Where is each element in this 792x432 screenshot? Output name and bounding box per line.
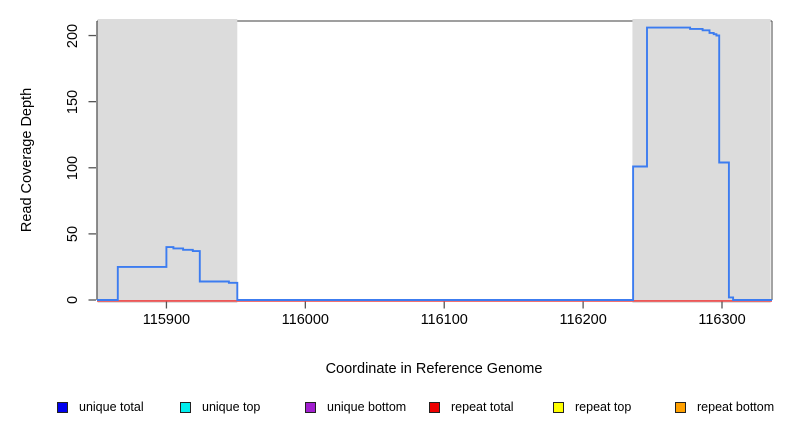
legend-swatch-icon <box>429 401 440 413</box>
legend: unique total unique top unique bottom repea… <box>0 400 792 422</box>
y-tick-label: 100 <box>65 155 81 180</box>
x-tick-label: 116200 <box>559 312 607 328</box>
y-tick-label: 0 <box>65 295 81 305</box>
right-shaded-region <box>632 19 771 303</box>
legend-label: unique bottom <box>327 400 407 414</box>
x-tick-label: 115900 <box>142 312 191 328</box>
legend-item-unique-total: unique total <box>57 400 144 414</box>
series-line-unique-total <box>97 26 772 301</box>
y-tick-label: 200 <box>65 23 81 48</box>
y-tick-label: 50 <box>65 225 81 242</box>
legend-swatch-icon <box>180 401 191 413</box>
legend-swatch-icon <box>305 401 316 413</box>
legend-swatch-icon <box>57 401 68 413</box>
legend-swatch-icon <box>675 401 686 413</box>
legend-item-repeat-bottom: repeat bottom <box>675 400 774 414</box>
legend-item-unique-bottom: unique bottom <box>305 400 406 414</box>
y-tick-label: 150 <box>65 89 81 114</box>
y-axis-title: Read Coverage Depth <box>19 87 35 233</box>
left-shaded-region <box>97 19 238 303</box>
legend-label: repeat top <box>575 400 632 414</box>
legend-item-unique-top: unique top <box>180 400 260 414</box>
legend-swatch-icon <box>553 401 564 413</box>
x-tick-label: 116100 <box>420 312 468 328</box>
x-tick-label: 116300 <box>698 312 746 328</box>
legend-label: unique top <box>202 400 261 414</box>
x-tick-label: 116000 <box>281 312 329 328</box>
legend-label: unique total <box>79 400 144 414</box>
legend-label: repeat total <box>451 400 514 414</box>
legend-item-repeat-total: repeat total <box>429 400 514 414</box>
legend-item-repeat-top: repeat top <box>553 400 631 414</box>
x-axis-title: Coordinate in Reference Genome <box>325 361 543 377</box>
legend-label: repeat bottom <box>697 400 775 414</box>
